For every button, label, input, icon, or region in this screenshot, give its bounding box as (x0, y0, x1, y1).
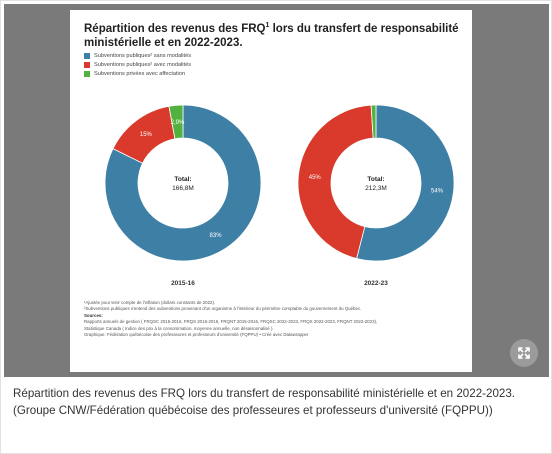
figure-image[interactable]: Répartition des revenus des FRQ1 lors du… (4, 4, 549, 377)
chart-title-rest: lors du transfert de responsabilité mini… (84, 22, 459, 49)
legend-swatch-blue (84, 52, 90, 59)
chart-note-line: Sources: (84, 312, 103, 318)
slice-value-label: 2,9% (171, 120, 185, 126)
legend-item: Subventions privées avec affectation (84, 69, 191, 78)
chart-title-footnote-mark: 1 (265, 22, 270, 29)
chart-legend: Subventions publiques² sans modalités Su… (84, 51, 191, 78)
chart-title-main: Répartition des revenus des FRQ (84, 22, 266, 35)
donut-slice (297, 104, 374, 260)
donut-slice (370, 104, 377, 139)
legend-item: Subventions publiques² sans modalités (84, 51, 191, 60)
slice-value-label: 83% (210, 233, 223, 239)
legend-label: Subventions publiques² sans modalités (94, 52, 192, 59)
donut-slice (356, 104, 455, 262)
donut-charts: 83% 15% 2,9% Total: 166,8M 2015-16 54% 45% Total… (104, 104, 455, 287)
slice-value-label: 54% (431, 189, 444, 195)
chart-note-line: Rapports annuels de gestion ( FRQSC 2015… (84, 319, 378, 325)
donut-total-label: Total: (367, 176, 384, 183)
expand-button[interactable] (510, 339, 538, 367)
figure-caption: Répartition des revenus des FRQ lors du … (13, 387, 516, 417)
donut-total-value: 212,3M (365, 185, 387, 192)
legend-item: Subventions publiques² avec modalités (84, 60, 191, 69)
donut-total-label: Total: (174, 176, 191, 183)
legend-swatch-green (84, 70, 90, 77)
slice-value-label: 15% (140, 132, 153, 138)
donut-slice (168, 104, 184, 140)
legend-swatch-red (84, 61, 90, 68)
expand-arrows-icon (518, 347, 530, 359)
legend-label: Subventions publiques² avec modalités (94, 61, 192, 68)
donut-slice (104, 104, 262, 262)
donut-total-value: 166,8M (172, 185, 194, 192)
legend-label: Subventions privées avec affectation (94, 70, 186, 77)
chart-card: Répartition des revenus des FRQ1 lors du… (70, 10, 472, 372)
chart-notes: ¹Ajustée pour tenir compte de l'inflatio… (84, 300, 464, 338)
chart-note-line: Statistique Canada ( Indice des prix à l… (84, 325, 274, 331)
donut-year-label: 2015-16 (171, 280, 195, 287)
chart-title: Répartition des revenus des FRQ1 lors du… (84, 19, 464, 50)
donut-year-label: 2022-23 (364, 280, 388, 287)
chart-note-line: ¹Ajustée pour tenir compte de l'inflatio… (84, 300, 216, 305)
slice-value-label: 45% (309, 175, 322, 181)
chart-note-line: ²Subventions publiques s'entend des subv… (84, 306, 362, 312)
chart-note-line: Graphique: Fédération québécoise des pro… (84, 332, 309, 338)
